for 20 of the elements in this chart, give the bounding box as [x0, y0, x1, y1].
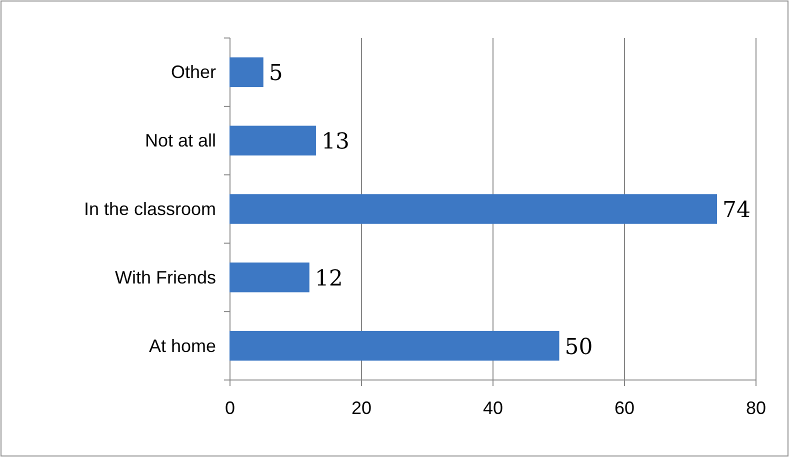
y-tick-label: Other — [170, 62, 216, 82]
bar — [230, 126, 316, 156]
data-label: 50 — [564, 334, 593, 360]
bar — [230, 57, 264, 88]
x-tick-label: 20 — [351, 398, 372, 418]
x-tick-label: 60 — [614, 398, 635, 418]
bar — [230, 262, 310, 292]
y-tick-label: Not at all — [144, 130, 216, 151]
x-tick-label: 40 — [482, 398, 504, 418]
y-tick-label: At home — [148, 336, 216, 356]
x-tick-label: 80 — [746, 398, 766, 418]
bar — [230, 330, 560, 361]
data-label: 5 — [268, 61, 283, 86]
y-tick-label: With Friends — [114, 267, 216, 288]
data-label: 12 — [314, 266, 343, 292]
data-label: 74 — [722, 198, 751, 223]
y-tick-label: In the classroom — [84, 199, 216, 219]
data-label: 13 — [321, 130, 350, 155]
bar — [230, 194, 718, 224]
x-tick-label: 0 — [224, 398, 236, 418]
